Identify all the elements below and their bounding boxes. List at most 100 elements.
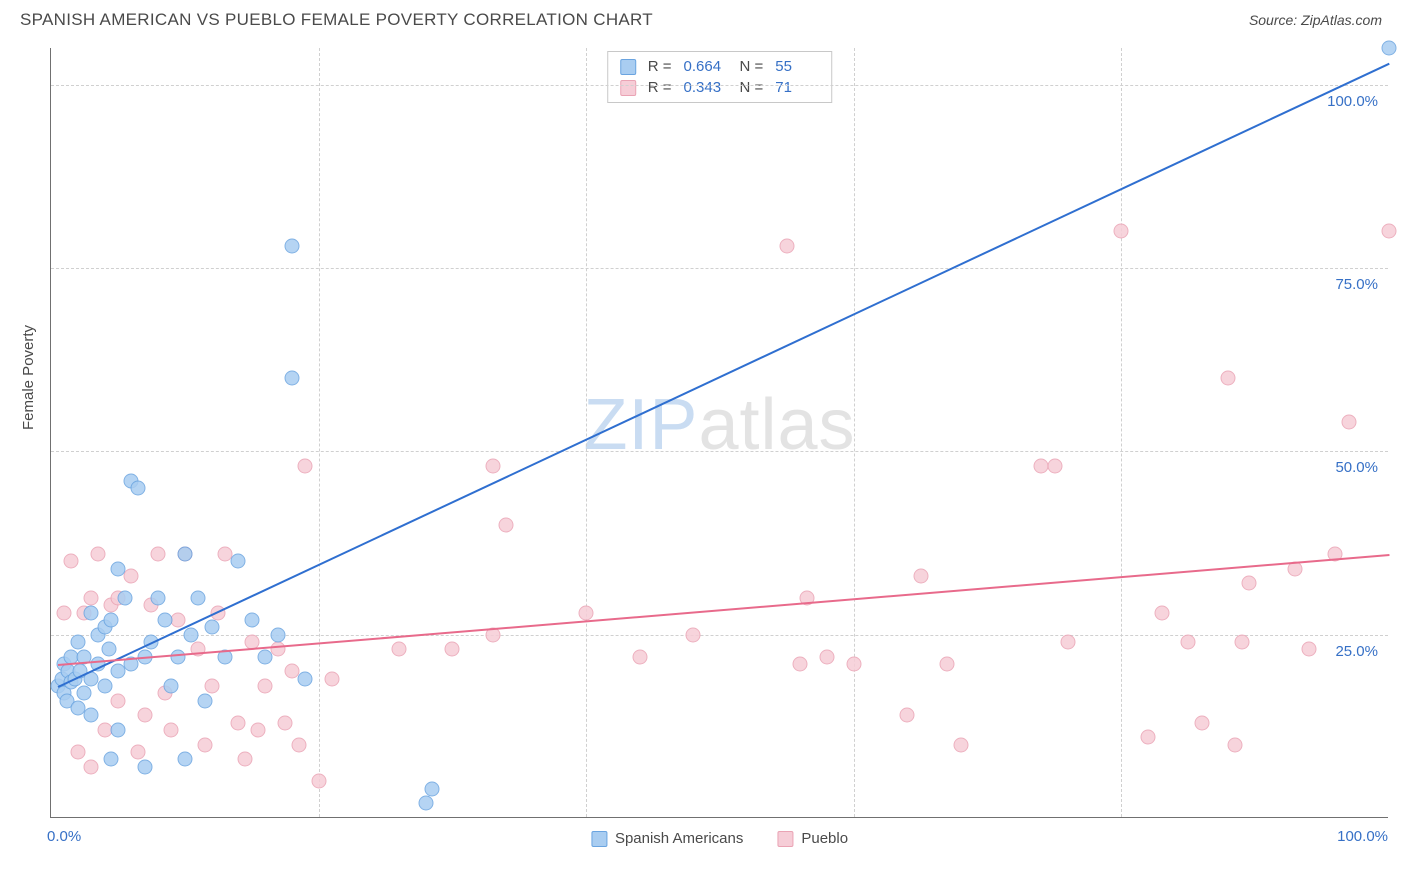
data-point — [291, 737, 306, 752]
data-point — [177, 547, 192, 562]
data-point — [820, 649, 835, 664]
gridline-vertical — [319, 48, 320, 817]
data-point — [1194, 715, 1209, 730]
data-point — [110, 723, 125, 738]
gridline-horizontal — [51, 268, 1388, 269]
scatter-chart: ZIPatlas R = 0.664 N = 55 R = 0.343 N = … — [50, 48, 1388, 818]
data-point — [953, 737, 968, 752]
data-point — [1060, 635, 1075, 650]
data-point — [164, 723, 179, 738]
data-point — [231, 715, 246, 730]
r-value-0: 0.664 — [684, 58, 728, 75]
data-point — [171, 649, 186, 664]
y-tick-label: 50.0% — [1335, 459, 1378, 476]
watermark: ZIPatlas — [583, 384, 855, 466]
data-point — [204, 679, 219, 694]
data-point — [913, 569, 928, 584]
data-point — [1382, 224, 1397, 239]
swatch-series-0 — [591, 831, 607, 847]
n-value-1: 71 — [775, 79, 819, 96]
data-point — [104, 752, 119, 767]
data-point — [1221, 371, 1236, 386]
data-point — [137, 708, 152, 723]
swatch-series-1 — [620, 80, 636, 96]
data-point — [57, 605, 72, 620]
chart-title: SPANISH AMERICAN VS PUEBLO FEMALE POVERT… — [20, 10, 653, 30]
data-point — [1114, 224, 1129, 239]
data-point — [1047, 459, 1062, 474]
data-point — [425, 781, 440, 796]
legend-item-1: Pueblo — [777, 830, 848, 847]
r-label: R = — [648, 58, 672, 75]
data-point — [101, 642, 116, 657]
data-point — [1234, 635, 1249, 650]
x-tick-end: 100.0% — [1337, 828, 1388, 845]
legend-row-series-1: R = 0.343 N = 71 — [620, 77, 820, 98]
y-axis-title: Female Poverty — [20, 325, 37, 430]
swatch-series-1 — [777, 831, 793, 847]
data-point — [84, 759, 99, 774]
data-point — [197, 693, 212, 708]
data-point — [117, 591, 132, 606]
data-point — [418, 796, 433, 811]
gridline-vertical — [586, 48, 587, 817]
data-point — [900, 708, 915, 723]
n-value-0: 55 — [775, 58, 819, 75]
data-point — [445, 642, 460, 657]
data-point — [251, 723, 266, 738]
legend-row-series-0: R = 0.664 N = 55 — [620, 56, 820, 77]
data-point — [258, 649, 273, 664]
data-point — [177, 752, 192, 767]
data-point — [64, 554, 79, 569]
data-point — [298, 671, 313, 686]
trend-line — [57, 63, 1389, 688]
swatch-series-0 — [620, 59, 636, 75]
data-point — [278, 715, 293, 730]
gridline-vertical — [854, 48, 855, 817]
y-tick-label: 25.0% — [1335, 643, 1378, 660]
data-point — [70, 635, 85, 650]
data-point — [84, 708, 99, 723]
data-point — [90, 547, 105, 562]
data-point — [231, 554, 246, 569]
data-point — [151, 591, 166, 606]
y-tick-label: 75.0% — [1335, 276, 1378, 293]
n-label: N = — [740, 58, 764, 75]
data-point — [324, 671, 339, 686]
correlation-legend: R = 0.664 N = 55 R = 0.343 N = 71 — [607, 51, 833, 103]
data-point — [579, 605, 594, 620]
data-point — [498, 517, 513, 532]
data-point — [1228, 737, 1243, 752]
data-point — [284, 239, 299, 254]
data-point — [197, 737, 212, 752]
data-point — [204, 620, 219, 635]
data-point — [137, 759, 152, 774]
data-point — [485, 459, 500, 474]
data-point — [846, 657, 861, 672]
data-point — [77, 686, 92, 701]
data-point — [238, 752, 253, 767]
n-label: N = — [740, 79, 764, 96]
data-point — [284, 371, 299, 386]
data-point — [311, 774, 326, 789]
data-point — [258, 679, 273, 694]
data-point — [244, 613, 259, 628]
gridline-horizontal — [51, 451, 1388, 452]
r-value-1: 0.343 — [684, 79, 728, 96]
data-point — [271, 642, 286, 657]
series-name-1: Pueblo — [801, 830, 848, 847]
data-point — [84, 605, 99, 620]
data-point — [130, 745, 145, 760]
watermark-zip: ZIP — [583, 385, 698, 465]
data-point — [110, 561, 125, 576]
watermark-atlas: atlas — [698, 385, 855, 465]
source-attribution: Source: ZipAtlas.com — [1249, 12, 1382, 28]
data-point — [271, 627, 286, 642]
data-point — [84, 591, 99, 606]
data-point — [191, 591, 206, 606]
data-point — [1154, 605, 1169, 620]
data-point — [164, 679, 179, 694]
data-point — [779, 239, 794, 254]
gridline-horizontal — [51, 85, 1388, 86]
data-point — [1382, 41, 1397, 56]
